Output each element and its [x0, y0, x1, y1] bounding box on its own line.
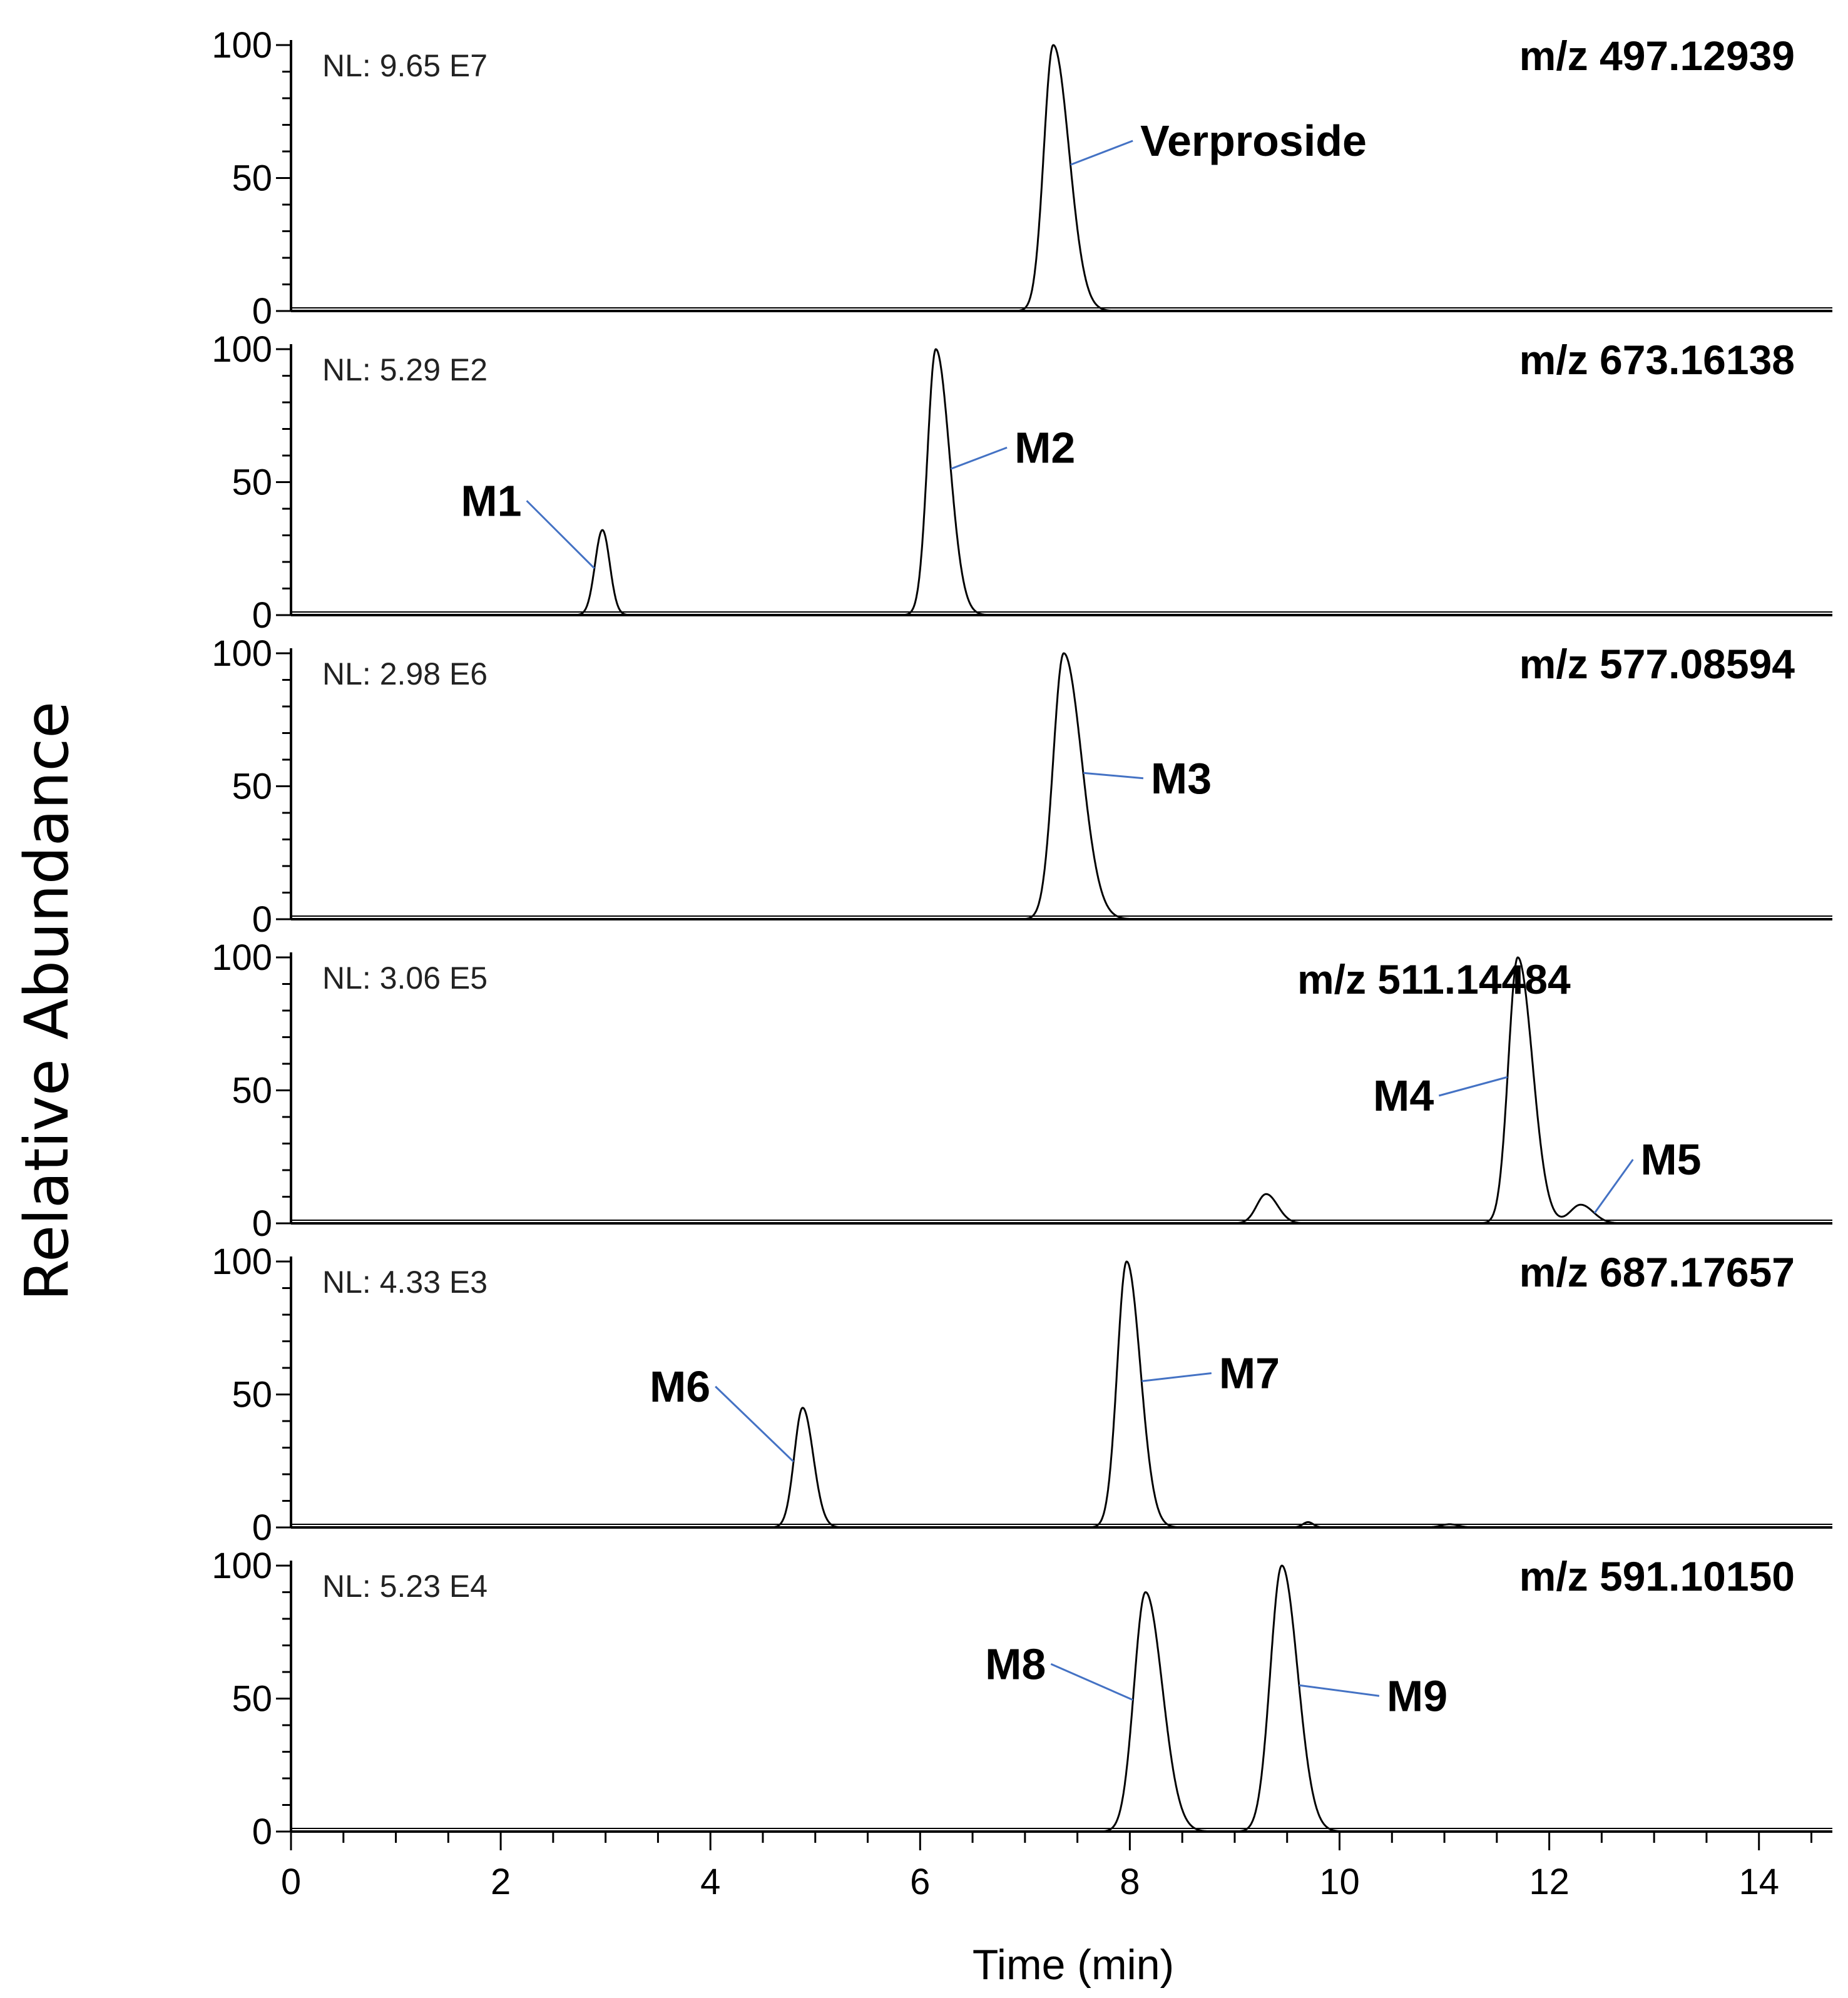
- x-tick-label: 0: [281, 1862, 301, 1902]
- y-axis-title: Relative Abundance: [12, 701, 82, 1301]
- y-tick-label: 50: [232, 1071, 272, 1111]
- x-axis-title: Time (min): [972, 1941, 1174, 1989]
- x-tick-label: 12: [1529, 1862, 1570, 1902]
- x-tick-label: 2: [491, 1862, 511, 1902]
- nl-label: NL: 4.33 E3: [322, 1265, 488, 1300]
- trace-line: [291, 44, 1832, 312]
- peak-leader-line: [526, 500, 595, 569]
- trace-line: [291, 956, 1832, 1225]
- y-tick-label: 0: [252, 1812, 272, 1852]
- nl-label: NL: 5.29 E2: [322, 352, 488, 387]
- x-tick-label: 10: [1319, 1862, 1360, 1902]
- y-tick-label: 50: [232, 1375, 272, 1415]
- y-tick-label: 50: [232, 1679, 272, 1720]
- mz-label: m/z 511.14484: [1297, 956, 1571, 1002]
- trace-line: [291, 652, 1832, 920]
- x-tick-label: 4: [700, 1862, 720, 1902]
- peak-label: M6: [650, 1362, 710, 1411]
- x-tick-label: 8: [1120, 1862, 1140, 1902]
- y-tick-label: 0: [252, 899, 272, 940]
- nl-label: NL: 2.98 E6: [322, 656, 488, 691]
- trace-line: [291, 1564, 1832, 1833]
- y-tick-label: 100: [212, 329, 272, 370]
- panel-4: 0 50 100 NL: 3.06 E5 m/z 511.14484 M4 M5: [212, 937, 1832, 1244]
- x-tick-label: 6: [910, 1862, 930, 1902]
- y-tick-label: 100: [212, 1241, 272, 1282]
- y-tick-label: 100: [212, 633, 272, 674]
- y-tick-label: 100: [212, 25, 272, 66]
- y-tick-label: 50: [232, 767, 272, 807]
- mz-label: m/z 497.12939: [1519, 33, 1795, 79]
- y-tick-label: 0: [252, 291, 272, 332]
- y-tick-label: 50: [232, 462, 272, 503]
- peak-leader-line: [1593, 1159, 1634, 1214]
- y-tick-label: 100: [212, 1546, 272, 1586]
- y-tick-label: 50: [232, 158, 272, 199]
- panel-1: 0 50 100 NL: 9.65 E7 m/z 497.12939 Verproside: [212, 25, 1832, 332]
- nl-label: NL: 5.23 E4: [322, 1569, 488, 1604]
- peak-label: M4: [1373, 1071, 1434, 1120]
- y-tick-label: 0: [252, 595, 272, 636]
- peak-leader-line: [1141, 1372, 1212, 1382]
- trace-line: [291, 348, 1832, 616]
- nl-label: NL: 3.06 E5: [322, 961, 488, 996]
- peak-label: M3: [1151, 754, 1212, 803]
- y-tick-label: 0: [252, 1507, 272, 1548]
- peak-label: M2: [1014, 423, 1075, 472]
- panel-2: 0 50 100 NL: 5.29 E2 m/z 673.16138 M1 M2: [212, 329, 1832, 636]
- nl-label: NL: 9.65 E7: [322, 48, 488, 83]
- y-tick-label: 100: [212, 937, 272, 978]
- trace-line: [291, 1260, 1832, 1529]
- peak-label: M8: [985, 1639, 1046, 1688]
- peak-label: M1: [461, 476, 521, 525]
- peak-label: M7: [1219, 1349, 1280, 1398]
- peak-label: M9: [1387, 1671, 1447, 1720]
- x-tick-label: 14: [1738, 1862, 1779, 1902]
- peak-leader-line: [1083, 772, 1144, 780]
- peak-leader-line: [715, 1385, 794, 1462]
- mz-label: m/z 577.08594: [1519, 641, 1795, 687]
- mz-label: m/z 673.16138: [1519, 337, 1795, 383]
- peak-leader-line: [1050, 1663, 1133, 1701]
- peak-leader-line: [1299, 1684, 1380, 1697]
- peak-leader-line: [1070, 140, 1133, 166]
- mz-label: m/z 687.17657: [1519, 1249, 1795, 1295]
- x-axis: 0 2 4 6 8 10 12 14: [281, 1832, 1812, 1902]
- peak-leader-line: [1438, 1076, 1508, 1097]
- panel-5: 0 50 100 NL: 4.33 E3 m/z 687.17657 M6 M7: [212, 1241, 1832, 1548]
- panel-6: 0 50 100 NL: 5.23 E4 m/z 591.10150 M8 M9: [212, 1546, 1832, 1852]
- peak-leader-line: [950, 446, 1008, 470]
- peak-label: Verproside: [1140, 116, 1367, 165]
- peak-label: M5: [1640, 1135, 1701, 1184]
- panel-3: 0 50 100 NL: 2.98 E6 m/z 577.08594 M3: [212, 633, 1832, 940]
- mz-label: m/z 591.10150: [1519, 1553, 1795, 1599]
- y-tick-label: 0: [252, 1203, 272, 1244]
